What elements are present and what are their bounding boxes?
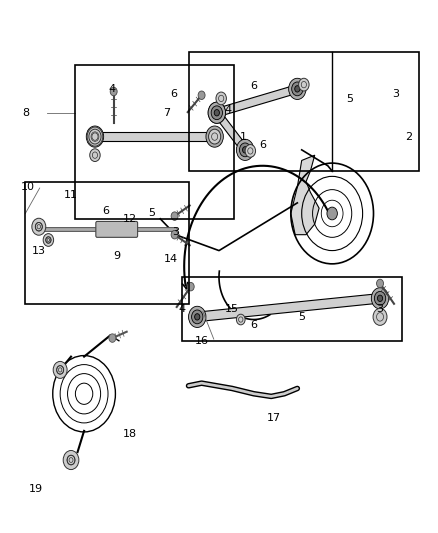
Text: 13: 13 bbox=[32, 246, 46, 256]
Circle shape bbox=[295, 86, 300, 92]
Circle shape bbox=[67, 455, 75, 465]
Text: 14: 14 bbox=[164, 254, 178, 263]
Circle shape bbox=[92, 133, 98, 140]
Text: 6: 6 bbox=[251, 320, 257, 330]
Circle shape bbox=[208, 102, 226, 123]
Polygon shape bbox=[291, 155, 319, 235]
Circle shape bbox=[292, 82, 303, 96]
Polygon shape bbox=[216, 85, 298, 117]
Circle shape bbox=[187, 282, 194, 291]
Circle shape bbox=[237, 314, 245, 325]
Polygon shape bbox=[197, 294, 380, 321]
Circle shape bbox=[245, 144, 255, 157]
Circle shape bbox=[109, 334, 116, 342]
Circle shape bbox=[86, 126, 104, 147]
Circle shape bbox=[208, 129, 221, 144]
Text: 4: 4 bbox=[224, 105, 231, 115]
Circle shape bbox=[377, 279, 384, 288]
Circle shape bbox=[216, 92, 226, 105]
Text: 4: 4 bbox=[178, 304, 186, 314]
Circle shape bbox=[171, 230, 178, 239]
Circle shape bbox=[43, 233, 53, 246]
Circle shape bbox=[378, 295, 383, 302]
Text: 8: 8 bbox=[22, 108, 29, 118]
FancyBboxPatch shape bbox=[96, 221, 138, 237]
Circle shape bbox=[299, 78, 309, 91]
Circle shape bbox=[35, 222, 42, 231]
Text: 3: 3 bbox=[377, 304, 384, 314]
Circle shape bbox=[110, 87, 117, 96]
Polygon shape bbox=[214, 110, 247, 153]
Circle shape bbox=[87, 127, 103, 146]
Text: 16: 16 bbox=[194, 336, 208, 346]
Text: 10: 10 bbox=[21, 182, 35, 192]
Text: 6: 6 bbox=[102, 206, 110, 216]
Text: 1: 1 bbox=[240, 132, 247, 142]
Circle shape bbox=[208, 102, 226, 123]
Text: 5: 5 bbox=[148, 208, 155, 219]
Polygon shape bbox=[95, 132, 215, 141]
Text: 15: 15 bbox=[225, 304, 239, 314]
Circle shape bbox=[63, 450, 79, 470]
Text: 9: 9 bbox=[113, 251, 120, 261]
Text: 12: 12 bbox=[123, 214, 137, 224]
Circle shape bbox=[90, 149, 100, 161]
Text: 7: 7 bbox=[163, 108, 170, 118]
Circle shape bbox=[211, 106, 223, 119]
Text: 17: 17 bbox=[266, 413, 280, 423]
Circle shape bbox=[209, 130, 220, 143]
Bar bbox=[182, 277, 402, 341]
Circle shape bbox=[214, 110, 219, 116]
Circle shape bbox=[371, 288, 389, 309]
Circle shape bbox=[89, 129, 101, 144]
Circle shape bbox=[53, 361, 67, 378]
Circle shape bbox=[191, 310, 203, 324]
Circle shape bbox=[374, 292, 386, 305]
Circle shape bbox=[373, 309, 387, 325]
Circle shape bbox=[211, 106, 223, 119]
Text: 5: 5 bbox=[346, 94, 353, 104]
Circle shape bbox=[57, 366, 64, 374]
Bar bbox=[25, 182, 188, 304]
Circle shape bbox=[171, 212, 178, 220]
Circle shape bbox=[46, 237, 51, 243]
Circle shape bbox=[32, 218, 46, 235]
Bar bbox=[188, 52, 419, 171]
Circle shape bbox=[237, 139, 254, 160]
Text: 6: 6 bbox=[259, 140, 266, 150]
Circle shape bbox=[214, 110, 219, 116]
Circle shape bbox=[188, 306, 206, 327]
Circle shape bbox=[198, 91, 205, 100]
Circle shape bbox=[212, 133, 217, 140]
Circle shape bbox=[289, 78, 306, 100]
Circle shape bbox=[243, 147, 248, 153]
Text: 11: 11 bbox=[64, 190, 78, 200]
Text: 6: 6 bbox=[251, 81, 257, 91]
Circle shape bbox=[327, 207, 337, 220]
Text: 18: 18 bbox=[123, 429, 137, 439]
Text: 3: 3 bbox=[392, 89, 399, 99]
Text: 4: 4 bbox=[109, 84, 116, 94]
Text: 2: 2 bbox=[405, 132, 412, 142]
Text: 3: 3 bbox=[172, 227, 179, 237]
Text: 6: 6 bbox=[170, 89, 177, 99]
Text: 19: 19 bbox=[29, 484, 43, 494]
Circle shape bbox=[194, 314, 200, 320]
Bar bbox=[75, 65, 234, 219]
Circle shape bbox=[240, 143, 251, 157]
Circle shape bbox=[206, 126, 223, 147]
Text: 5: 5 bbox=[298, 312, 305, 322]
Circle shape bbox=[89, 130, 101, 143]
